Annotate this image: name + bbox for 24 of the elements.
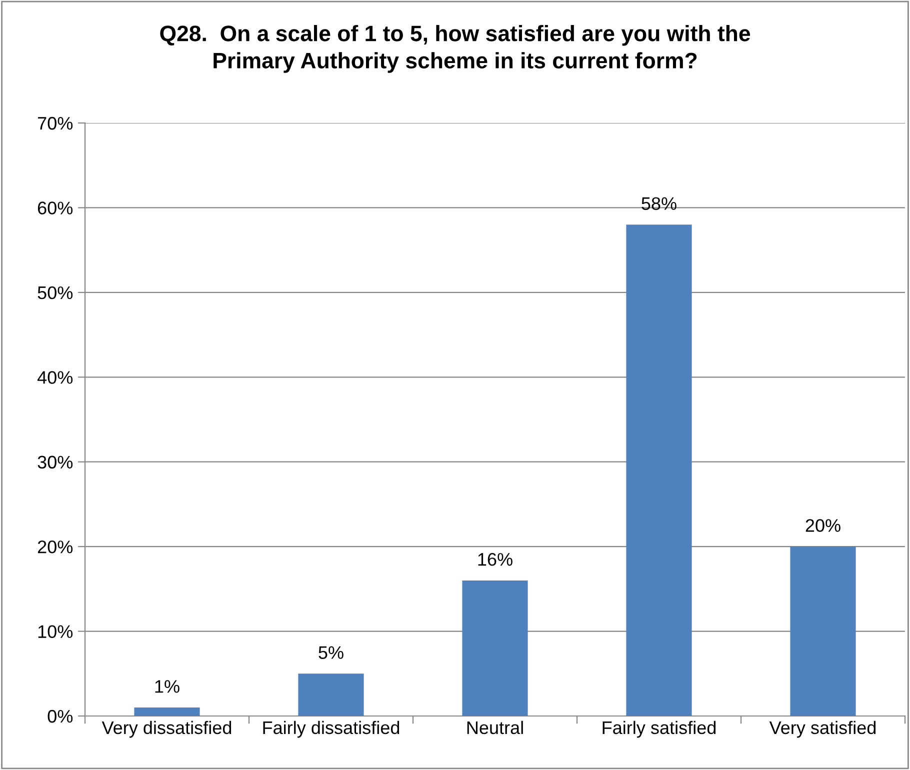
y-tick-label: 10% (38, 625, 73, 638)
x-tick-label: Fairly dissatisfied (263, 720, 400, 738)
y-tick-label: 50% (38, 286, 73, 300)
x-tick-label: Very dissatisfied (102, 720, 232, 738)
y-tick-label: 60% (38, 202, 73, 214)
bar (134, 708, 200, 716)
bar (462, 580, 528, 716)
chart-title: Q28. On a scale of 1 to 5, how satisfied are you with the Primary Authority scheme in its current form? (160, 25, 750, 73)
y-tick-label: 20% (38, 540, 73, 554)
y-tick-label: 70% (38, 116, 73, 130)
y-tick-label: 0% (48, 710, 73, 723)
data-label: 58% (642, 197, 676, 210)
data-label: 5% (318, 646, 344, 659)
x-tick-label: Very satisfied (769, 720, 876, 738)
bar (626, 224, 692, 716)
x-tick-label: Fairly satisfied (602, 720, 716, 738)
bar (298, 674, 364, 716)
bar (790, 546, 856, 716)
data-label: 1% (155, 680, 180, 693)
y-tick-label: 40% (37, 371, 73, 384)
data-label: 16% (478, 552, 512, 566)
y-tick-label: 30% (38, 456, 73, 469)
data-label: 20% (806, 519, 840, 532)
x-tick-label: Neutral (467, 720, 523, 734)
